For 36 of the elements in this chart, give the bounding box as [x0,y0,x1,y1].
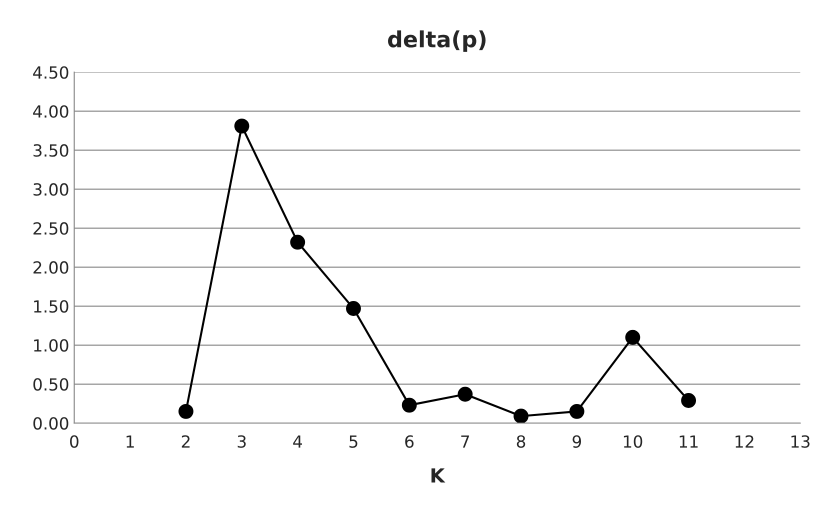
y-tick-label: 1.00 [34,339,68,352]
y-tick-label: 2.00 [34,261,68,274]
x-tick-label: 7 [461,435,470,448]
x-tick-label: 5 [349,435,358,448]
point [569,404,584,419]
point [178,404,194,419]
x-tick-label: 13 [791,435,810,448]
point [625,330,640,345]
x-tick-label: 4 [293,435,302,448]
y-tick-label: 4.50 [33,66,68,79]
x-tick-label: 11 [680,435,698,448]
point [458,386,473,402]
x-tick-label: 9 [572,435,581,448]
x-axis-title: K [432,468,446,482]
x-tick-label: 8 [516,435,526,448]
y-tick-label: 1.50 [34,300,68,313]
point [681,393,696,408]
point [514,408,528,424]
point [290,234,306,250]
x-tick-label: 1 [126,435,134,448]
chart-title: delta(p) [388,30,486,52]
x-tick-label: 0 [70,435,78,448]
point [234,118,250,134]
y-tick-label: 2.50 [34,222,68,235]
y-tick-label: 3.00 [34,183,68,196]
x-tick-label: 3 [238,435,246,448]
y-tick-label: 4.00 [33,105,68,118]
x-tick-label: 12 [736,435,754,448]
point [346,301,361,316]
y-tick-label: 3.50 [34,144,68,157]
x-tick-label: 6 [405,435,414,448]
y-tick-label: 0.50 [33,378,68,391]
y-tick-label: 0.00 [33,417,68,430]
x-tick-label: 2 [182,435,190,448]
x-tick-label: 10 [624,435,642,448]
point [402,398,417,413]
